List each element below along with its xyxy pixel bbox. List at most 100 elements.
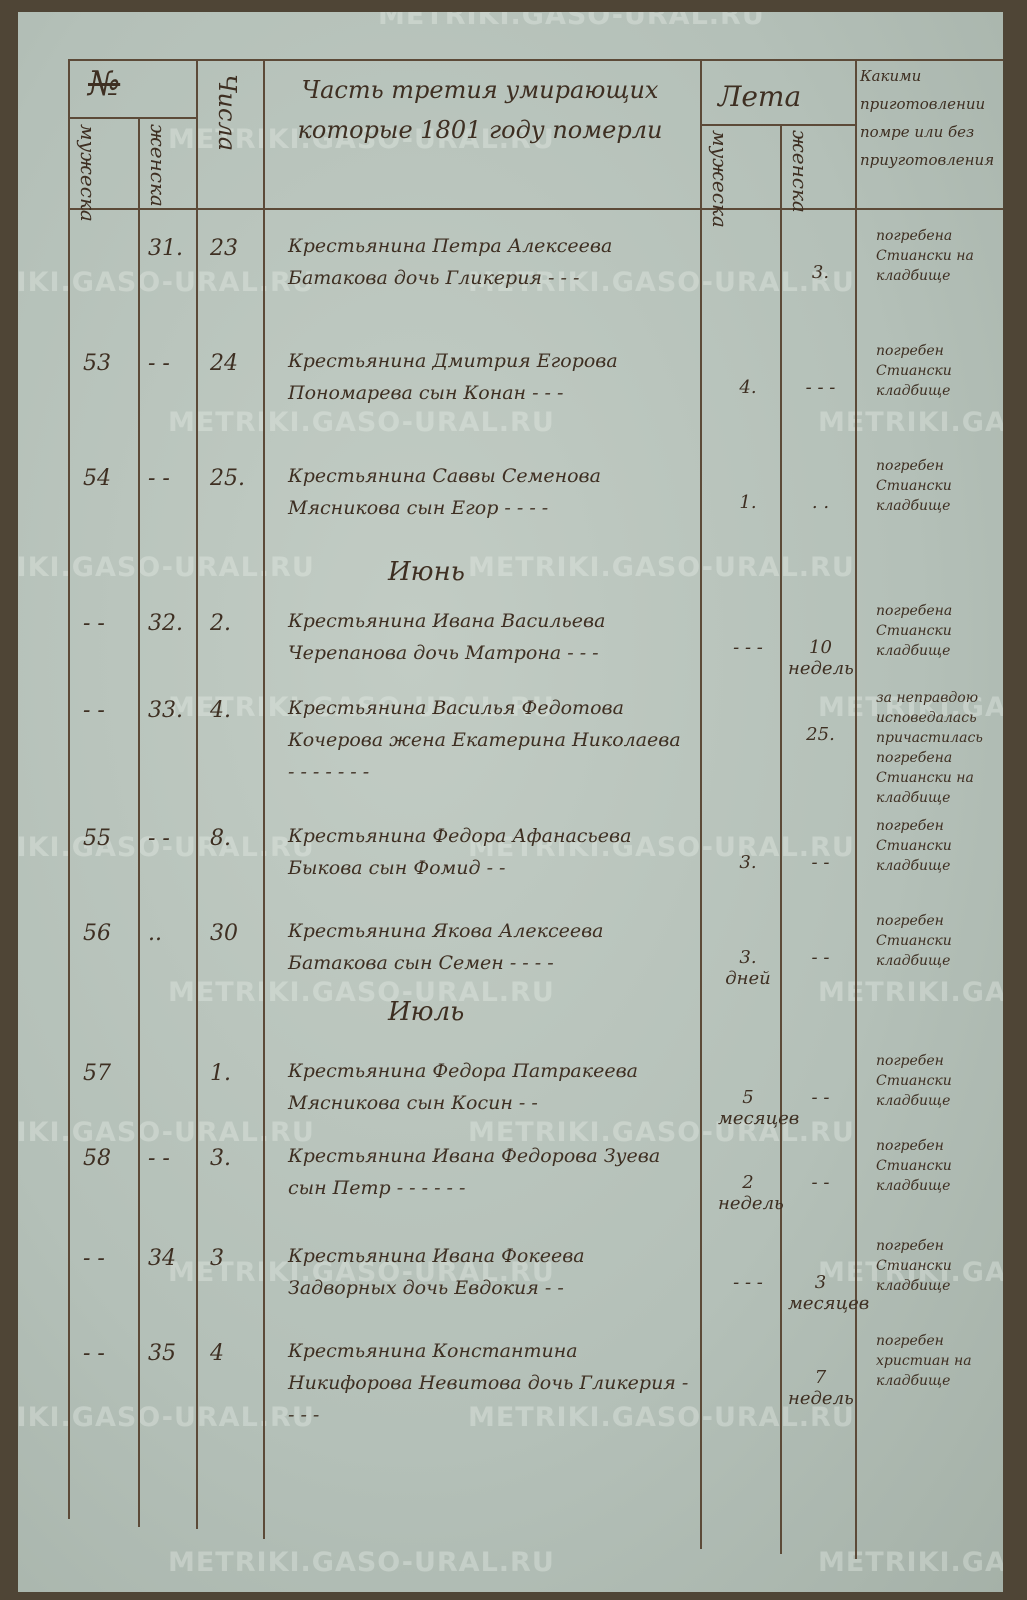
age-female: - - <box>811 852 830 873</box>
day: 8. <box>210 826 231 851</box>
header-day: Числа <box>213 74 241 152</box>
burial-note: погребен Стиански кладбище <box>876 1138 952 1194</box>
watermark: METRIKI.GASO-URAL.RU <box>818 692 1003 723</box>
watermark: METRIKI.GASO-URAL.RU <box>468 552 855 583</box>
burial-note: погребена Стиански на кладбище <box>876 228 974 284</box>
burial-note: погребен Стиански кладбище <box>876 1238 952 1294</box>
header-bottom-line <box>68 208 1003 210</box>
burial-note: погребен христиан на кладбище <box>876 1333 972 1389</box>
watermark: METRIKI.GASO-URAL.RU <box>18 1402 315 1433</box>
female-number: - - <box>148 351 170 376</box>
month-heading: Июль <box>388 997 465 1027</box>
age-male: - - - <box>733 1272 763 1293</box>
age-female: 7 недель <box>788 1367 854 1409</box>
watermark: METRIKI.GASO-URAL.RU <box>818 977 1003 1008</box>
day: 30 <box>210 921 238 946</box>
age-female: . . <box>811 492 830 513</box>
watermark: METRIKI.GASO-URAL.RU <box>468 1402 855 1433</box>
header-number: № <box>88 64 121 104</box>
female-number: 32. <box>148 611 183 636</box>
age-male: - - - <box>733 637 763 658</box>
age-male: 2 недель <box>718 1172 784 1214</box>
document-page: METRIKI.GASO-URAL.RU METRIKI.GASO-URAL.RU… <box>18 12 1003 1592</box>
entry-text: Крестьянина Федора Афанасьева Быкова сын… <box>288 825 632 879</box>
age-male: 1. <box>739 492 757 513</box>
header-age-male: мужеска <box>708 130 732 228</box>
age-female: - - <box>811 947 830 968</box>
column-line <box>196 59 198 1529</box>
male-number: - - <box>83 611 105 636</box>
female-number: .. <box>148 921 162 946</box>
table-top-line <box>68 59 1003 61</box>
header-age: Лета <box>718 80 802 113</box>
watermark: METRIKI.GASO-URAL.RU <box>378 12 765 31</box>
entry-text: Крестьянина Ивана Фокеева Задворных дочь… <box>288 1245 585 1299</box>
female-number: - - <box>148 466 170 491</box>
male-number: - - <box>83 1246 105 1271</box>
column-line <box>780 124 782 1554</box>
female-number: 33. <box>148 698 183 723</box>
entry-text: Крестьянина Константина Никифорова Невит… <box>288 1340 689 1426</box>
entry-text: Крестьянина Ивана Васильева Черепанова д… <box>288 610 606 664</box>
entry-text: Крестьянина Петра Алексеева Батакова доч… <box>288 235 613 289</box>
watermark: METRIKI.GASO-URAL.RU <box>168 1257 555 1288</box>
header-female: женска <box>146 124 170 207</box>
age-female: - - - <box>805 377 836 398</box>
male-number: 57 <box>83 1061 111 1086</box>
male-number: 55 <box>83 826 111 851</box>
burial-note: погребена Стиански кладбище <box>876 603 953 659</box>
column-line <box>855 59 857 1559</box>
entry-text: Крестьянина Федора Патракеева Мясникова … <box>288 1060 638 1114</box>
header-split-line <box>68 117 196 119</box>
watermark: METRIKI.GASO-URAL.RU <box>18 1117 315 1148</box>
watermark: METRIKI.GASO-URAL.RU <box>168 124 555 155</box>
month-heading: Июнь <box>388 557 465 587</box>
entry-text: Крестьянина Саввы Семенова Мясникова сын… <box>288 465 601 519</box>
day: 3 <box>210 1246 224 1271</box>
burial-note: погребен Стиански кладбище <box>876 913 952 969</box>
age-male: 3. дней <box>725 947 771 989</box>
age-female: 3. <box>811 262 830 283</box>
male-number: - - <box>83 698 105 723</box>
watermark: METRIKI.GASO-URAL.RU <box>468 1117 855 1148</box>
day: 4. <box>210 698 231 723</box>
header-male: мужеска <box>76 124 100 222</box>
day: 1. <box>210 1061 231 1086</box>
entry-text: Крестьянина Дмитрия Егорова Пономарева с… <box>288 350 618 404</box>
entry-text: Крестьянина Якова Алексеева Батакова сын… <box>288 920 604 974</box>
column-line <box>263 59 265 1539</box>
female-number: 31. <box>148 236 183 261</box>
entry-text: Крестьянина Василья Федотова Кочерова же… <box>288 697 681 783</box>
female-number: 35 <box>148 1341 176 1366</box>
age-female: - - <box>811 1172 830 1193</box>
burial-note: погребен Стиански кладбище <box>876 458 952 514</box>
watermark: METRIKI.GASO-URAL.RU <box>818 1547 1003 1578</box>
day: 4 <box>210 1341 224 1366</box>
burial-note: погребен Стиански кладбище <box>876 818 952 874</box>
age-male: 3. <box>739 852 757 873</box>
male-number: - - <box>83 1341 105 1366</box>
header-title: Часть третия умирающих которые 1801 году… <box>297 76 663 144</box>
age-female: 3 месяцев <box>788 1272 870 1314</box>
watermark: METRIKI.GASO-URAL.RU <box>18 552 315 583</box>
burial-note: погребен Стиански кладбище <box>876 1053 952 1109</box>
day: 3. <box>210 1146 231 1171</box>
column-line <box>68 59 70 1519</box>
entry-text: Крестьянина Ивана Федорова Зуева сын Пет… <box>288 1145 661 1199</box>
watermark: METRIKI.GASO-URAL.RU <box>468 832 855 863</box>
male-number: 56 <box>83 921 111 946</box>
watermark: METRIKI.GASO-URAL.RU <box>168 407 555 438</box>
watermark: METRIKI.GASO-URAL.RU <box>818 407 1003 438</box>
age-male: 5 месяцев <box>718 1087 800 1129</box>
header-split-line <box>700 124 855 126</box>
age-male: 4. <box>739 377 757 398</box>
watermark: METRIKI.GASO-URAL.RU <box>818 1257 1003 1288</box>
header-preparation: Какими приготовлении помре или без приуг… <box>860 67 995 169</box>
age-female: - - <box>811 1087 830 1108</box>
column-line <box>138 117 140 1527</box>
age-female: 10 недель <box>788 637 854 679</box>
age-female: 25. <box>806 724 835 745</box>
header-age-female: женска <box>788 130 812 213</box>
burial-note: погребен Стиански кладбище <box>876 343 952 399</box>
watermark: METRIKI.GASO-URAL.RU <box>168 1547 555 1578</box>
